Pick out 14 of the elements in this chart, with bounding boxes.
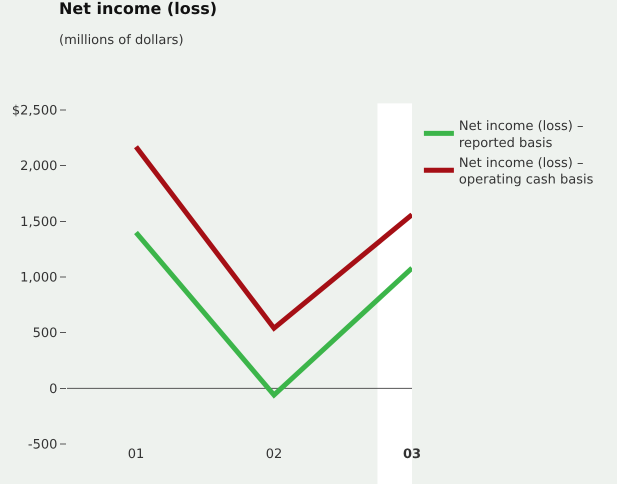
y-tick-label: 1,000 — [20, 270, 58, 286]
y-tick-label: -500 — [28, 438, 58, 453]
legend-label: Net income (loss) – operating cash basis — [458, 156, 594, 188]
y-tick-label: 1,500 — [20, 214, 58, 230]
x-tick-label: 02 — [266, 447, 282, 462]
legend-label: Net income (loss) – reported basis — [458, 119, 584, 151]
x-tick-label: 01 — [128, 447, 144, 462]
y-tick-label: 500 — [32, 326, 58, 342]
y-tick-label: $2,500 — [12, 104, 58, 119]
y-tick-label: 2,000 — [20, 159, 58, 174]
chart-subtitle: (millions of dollars) — [59, 33, 184, 48]
x-tick-label: 03 — [402, 447, 422, 462]
chart-title: Net income (loss) — [59, 0, 218, 18]
y-tick-label: 0 — [49, 382, 58, 397]
